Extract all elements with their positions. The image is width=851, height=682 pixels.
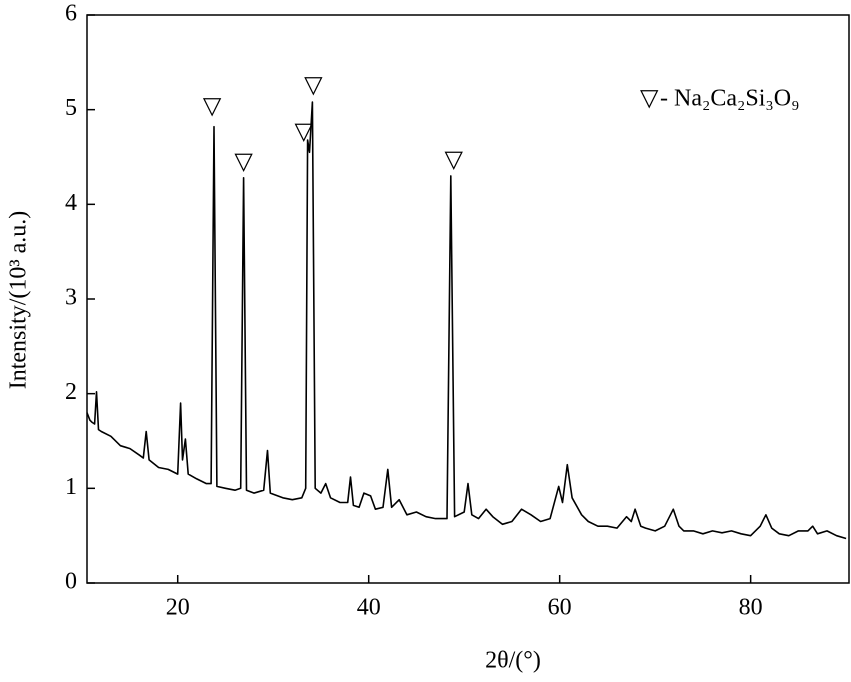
x-tick-label: 20 — [166, 595, 190, 621]
legend-text: - Na₂Ca₂Si₃O₉ — [660, 86, 799, 112]
peak-marker: ▽ — [304, 72, 323, 98]
y-tick-label: 0 — [65, 569, 77, 595]
y-tick-label: 4 — [65, 190, 77, 216]
peak-marker: ▽ — [234, 149, 253, 175]
y-tick-label: 3 — [65, 285, 77, 311]
peak-marker: ▽ — [444, 147, 463, 173]
y-tick-label: 2 — [65, 379, 77, 405]
peak-marker: ▽ — [295, 119, 314, 145]
y-axis-label: Intensity/(10³ a.u.) — [6, 211, 32, 390]
data-line — [86, 101, 847, 540]
x-tick-label: 60 — [548, 595, 572, 621]
x-tick-label: 40 — [357, 595, 381, 621]
x-tick-label: 80 — [739, 595, 763, 621]
y-tick-label: 5 — [65, 95, 77, 121]
y-tick-label: 1 — [65, 474, 77, 500]
y-tick-label: 6 — [65, 1, 77, 27]
x-axis-label: 2θ/(°) — [485, 648, 541, 674]
peak-marker: ▽ — [203, 93, 222, 119]
legend-marker: ▽ — [640, 86, 659, 112]
